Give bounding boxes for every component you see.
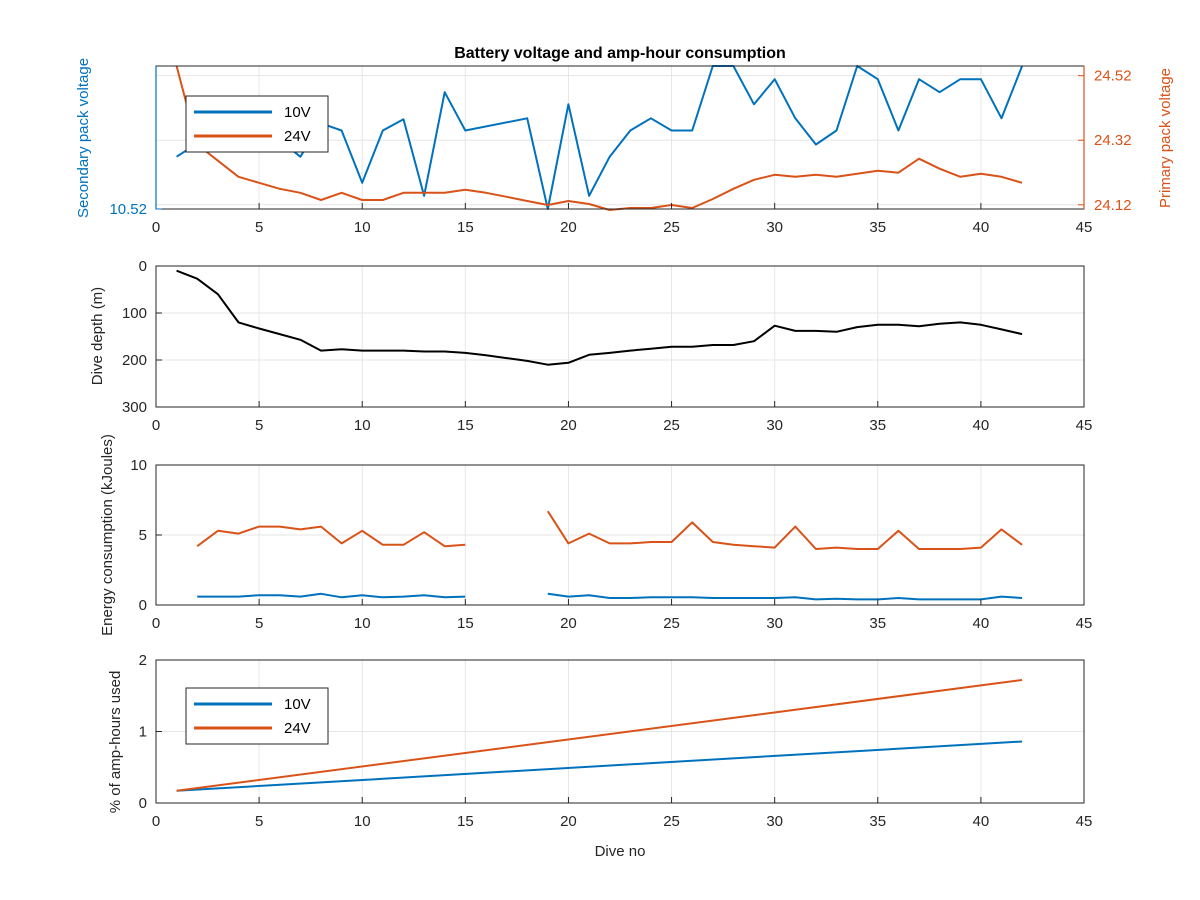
panel-energy-lines (196, 510, 1023, 601)
x-tick-label: 35 (869, 417, 886, 434)
series-line-10v (176, 740, 1023, 792)
panel-energy-grid (156, 465, 1084, 605)
energy-axis-label: Energy consumption (kJoules) (99, 434, 116, 636)
legend-top-box (185, 95, 329, 153)
x-tick-label: 15 (457, 615, 474, 632)
y-tick-label: 5 (139, 527, 147, 544)
x-tick-label: 10 (354, 615, 371, 632)
chart-title: Battery voltage and amp-hour consumption (454, 45, 786, 62)
x-tick-label: 30 (766, 615, 783, 632)
panel-depth-ticks: 0 5 10 15 20 25 30 35 40 45 0 100 200 300 (122, 258, 1092, 434)
x-tick-label: 40 (973, 219, 990, 236)
x-tick-label: 35 (869, 615, 886, 632)
panel-depth-grid (156, 266, 1084, 407)
panel-energy: 0 5 10 15 20 25 30 35 40 45 0 5 10 Energy consumptio… (99, 434, 1092, 636)
right-tick-label: 24.12 (1094, 197, 1132, 214)
x-tick-label: 20 (560, 219, 577, 236)
left-axis-label: Secondary pack voltage (75, 58, 92, 218)
legend-bottom-label-24v: 24V (284, 720, 311, 737)
x-tick-label: 5 (255, 813, 263, 830)
panel-amphours-lines (176, 679, 1023, 792)
legend-bottom-box (185, 687, 329, 745)
x-tick-label: 10 (354, 219, 371, 236)
x-tick-label: 40 (973, 813, 990, 830)
panel-amphours-ticks: 0 5 10 15 20 25 30 35 40 45 0 1 2 (139, 652, 1093, 830)
depth-axis-label: Dive depth (m) (89, 287, 106, 385)
x-tick-label: 15 (457, 813, 474, 830)
series-line-24v (176, 679, 1023, 792)
x-axis-label: Dive no (595, 843, 646, 860)
x-tick-label: 15 (457, 417, 474, 434)
x-tick-label: 45 (1076, 219, 1093, 236)
left-tick-label: 10.52 (109, 201, 147, 218)
x-tick-label: 5 (255, 417, 263, 434)
legend-bottom-label-10v: 10V (284, 696, 311, 713)
right-axis-label: Primary pack voltage (1157, 68, 1174, 208)
x-tick-label: 45 (1076, 417, 1093, 434)
y-tick-label: 0 (139, 258, 147, 275)
y-tick-label: 10 (130, 457, 147, 474)
x-tick-label: 0 (152, 813, 160, 830)
x-tick-label: 10 (354, 813, 371, 830)
x-tick-label: 20 (560, 417, 577, 434)
x-tick-label: 45 (1076, 615, 1093, 632)
legend-top-label-24v: 24V (284, 128, 311, 145)
legend-top: 10V 24V (185, 95, 329, 153)
y-tick-label: 1 (139, 724, 147, 741)
y-tick-label: 100 (122, 305, 147, 322)
series-line-24v (175, 65, 1023, 211)
x-tick-label: 25 (663, 219, 680, 236)
series-line-10v (197, 592, 1023, 601)
panel-amphours: 0 5 10 15 20 25 30 35 40 45 0 1 2 % of amp-hours use… (107, 652, 1092, 860)
x-tick-label: 25 (663, 813, 680, 830)
x-tick-label: 15 (457, 219, 474, 236)
y-tick-label: 2 (139, 652, 147, 669)
y-tick-label: 200 (122, 352, 147, 369)
x-tick-label: 5 (255, 219, 263, 236)
x-tick-label: 0 (152, 417, 160, 434)
right-tick-label: 24.52 (1094, 68, 1132, 85)
legend-bottom: 10V 24V (185, 687, 329, 745)
x-tick-label: 30 (766, 417, 783, 434)
x-tick-label: 30 (766, 219, 783, 236)
x-tick-label: 35 (869, 219, 886, 236)
x-tick-label: 20 (560, 813, 577, 830)
series-line-depth (176, 269, 1023, 366)
x-tick-label: 40 (973, 615, 990, 632)
y-tick-label: 300 (122, 399, 147, 416)
y-tick-label: 0 (139, 597, 147, 614)
right-tick-label: 24.32 (1094, 132, 1132, 149)
panel-depth: 0 5 10 15 20 25 30 35 40 45 0 100 200 300 Dive depth … (89, 258, 1092, 434)
x-tick-label: 0 (152, 615, 160, 632)
series-line-24v (196, 510, 1023, 550)
x-tick-label: 5 (255, 615, 263, 632)
panel-energy-ticks: 0 5 10 15 20 25 30 35 40 45 0 5 10 (130, 457, 1092, 632)
amphours-axis-label: % of amp-hours used (107, 671, 124, 814)
x-tick-label: 25 (663, 615, 680, 632)
x-tick-label: 45 (1076, 813, 1093, 830)
x-tick-label: 30 (766, 813, 783, 830)
x-tick-label: 0 (152, 219, 160, 236)
x-tick-label: 40 (973, 417, 990, 434)
x-tick-label: 25 (663, 417, 680, 434)
y-tick-label: 0 (139, 795, 147, 812)
x-tick-label: 20 (560, 615, 577, 632)
x-tick-label: 35 (869, 813, 886, 830)
legend-top-label-10v: 10V (284, 104, 311, 121)
panel-depth-lines (176, 269, 1023, 366)
panel-depth-frame (155, 265, 1085, 408)
x-tick-label: 10 (354, 417, 371, 434)
